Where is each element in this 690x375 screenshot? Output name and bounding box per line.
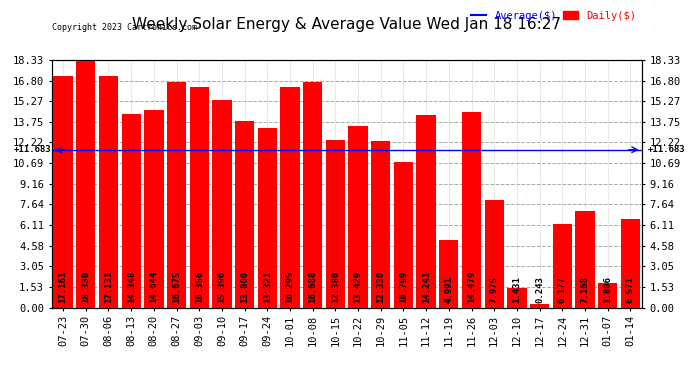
Bar: [507, 288, 526, 308]
Bar: [235, 121, 254, 308]
Bar: [121, 114, 141, 308]
Text: 14.479: 14.479: [467, 271, 476, 303]
Text: 4.991: 4.991: [444, 277, 453, 303]
Bar: [213, 100, 232, 308]
Bar: [76, 60, 95, 308]
Text: Copyright 2023 Cartronics.com: Copyright 2023 Cartronics.com: [52, 23, 197, 32]
Text: 14.241: 14.241: [422, 271, 431, 303]
Text: 16.688: 16.688: [308, 271, 317, 303]
Text: 0.243: 0.243: [535, 277, 544, 303]
Bar: [99, 76, 118, 308]
Text: +11.683: +11.683: [14, 145, 52, 154]
Bar: [348, 126, 368, 308]
Text: 16.356: 16.356: [195, 271, 204, 303]
Bar: [530, 304, 549, 307]
Bar: [553, 224, 572, 308]
Text: 17.161: 17.161: [59, 271, 68, 303]
Bar: [440, 240, 458, 308]
Bar: [394, 162, 413, 308]
Text: 13.321: 13.321: [263, 271, 272, 303]
Text: 12.380: 12.380: [331, 271, 340, 303]
Bar: [144, 110, 164, 308]
Text: 6.177: 6.177: [558, 277, 566, 303]
Text: 10.799: 10.799: [399, 271, 408, 303]
Text: 18.330: 18.330: [81, 271, 90, 303]
Bar: [598, 283, 618, 308]
Text: 6.571: 6.571: [626, 277, 635, 303]
Text: 12.330: 12.330: [376, 271, 385, 303]
Text: 7.168: 7.168: [580, 277, 589, 303]
Bar: [53, 76, 72, 307]
Bar: [371, 141, 391, 308]
Text: 16.675: 16.675: [172, 271, 181, 303]
Text: 1.806: 1.806: [603, 277, 612, 303]
Text: 1.431: 1.431: [513, 277, 522, 303]
Bar: [575, 211, 595, 308]
Bar: [303, 82, 322, 308]
Text: 14.348: 14.348: [127, 271, 136, 303]
Legend: Average($), Daily($): Average($), Daily($): [471, 11, 636, 21]
Text: 14.644: 14.644: [149, 271, 159, 303]
Bar: [462, 112, 481, 308]
Bar: [280, 87, 299, 308]
Bar: [257, 128, 277, 308]
Text: 13.429: 13.429: [353, 271, 362, 303]
Text: 13.800: 13.800: [240, 271, 249, 303]
Bar: [190, 87, 209, 308]
Text: +11.683: +11.683: [648, 145, 685, 154]
Text: 16.295: 16.295: [286, 271, 295, 303]
Bar: [417, 115, 436, 308]
Bar: [484, 200, 504, 308]
Bar: [621, 219, 640, 308]
Text: 17.131: 17.131: [104, 271, 113, 303]
Bar: [326, 140, 345, 308]
Bar: [167, 82, 186, 308]
Text: 7.975: 7.975: [490, 277, 499, 303]
Text: 15.396: 15.396: [217, 271, 226, 303]
Title: Weekly Solar Energy & Average Value Wed Jan 18 16:27: Weekly Solar Energy & Average Value Wed …: [132, 18, 561, 33]
